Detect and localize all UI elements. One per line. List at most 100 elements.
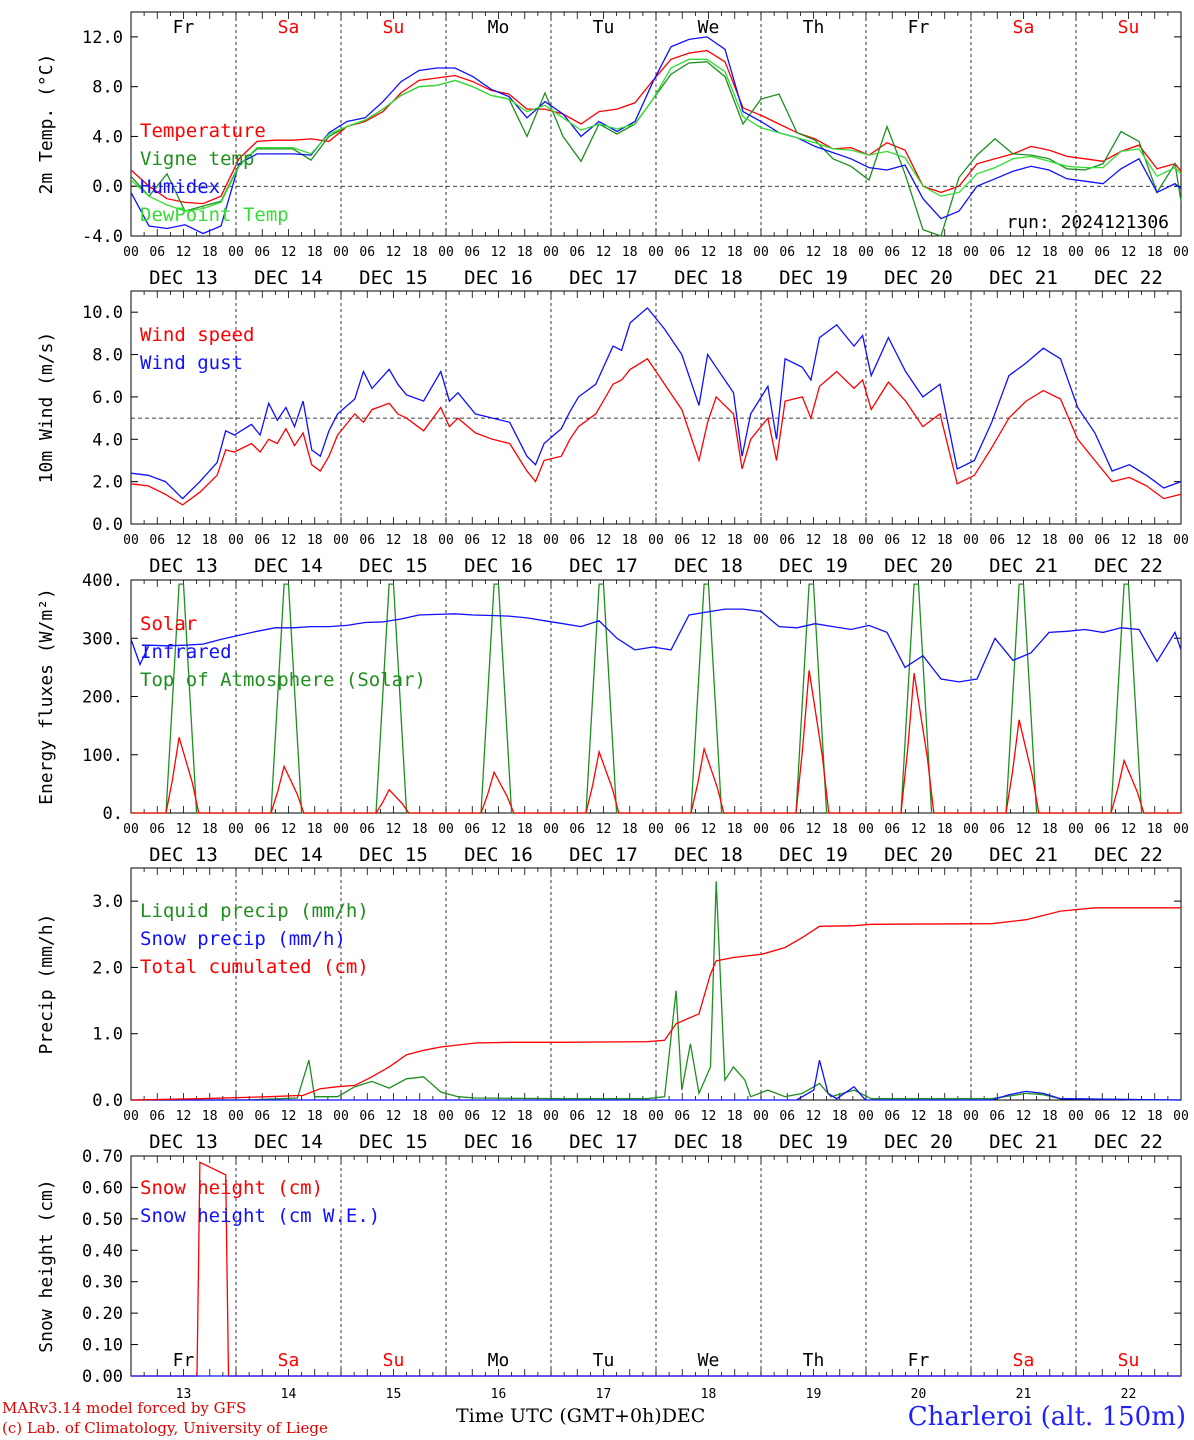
hour-label: 12 — [596, 822, 612, 837]
hour-label: 06 — [359, 822, 375, 837]
legend-entry: Liquid precip (mm/h) — [140, 900, 369, 922]
hour-label: 12 — [281, 1109, 297, 1124]
date-label: DEC 13 — [149, 844, 218, 866]
hour-label: 12 — [911, 533, 927, 548]
hour-label: 00 — [438, 533, 454, 548]
hour-label: 00 — [123, 533, 139, 548]
hour-label: 18 — [307, 822, 323, 837]
legend-entry: Temperature — [140, 120, 266, 142]
run-annotation: run: 2024121306 — [1006, 212, 1169, 233]
weekday-label: Th — [803, 17, 825, 38]
hour-label: 12 — [911, 822, 927, 837]
y-tick-label: 100. — [82, 746, 123, 766]
y-tick-label: 12.0 — [82, 28, 123, 48]
hour-label: 18 — [202, 822, 218, 837]
y-tick-label: 6.0 — [92, 388, 123, 408]
date-label: DEC 22 — [1094, 555, 1163, 577]
weekday-label: Mo — [488, 17, 510, 38]
y-tick-label: 0.40 — [82, 1241, 123, 1261]
weekday-label: Su — [1118, 1350, 1140, 1371]
hour-label: 12 — [701, 533, 717, 548]
date-label: DEC 19 — [779, 844, 848, 866]
hour-label: 00 — [1068, 822, 1084, 837]
y-tick-label: 0.0 — [92, 1091, 123, 1111]
hour-label: 06 — [1094, 245, 1110, 260]
date-label: DEC 19 — [779, 555, 848, 577]
date-label: DEC 17 — [569, 555, 638, 577]
date-label: DEC 14 — [254, 844, 323, 866]
date-label: DEC 18 — [674, 1131, 743, 1153]
hour-label: 06 — [464, 245, 480, 260]
weekday-label: Tu — [593, 1350, 615, 1371]
date-label: DEC 16 — [464, 555, 533, 577]
y-axis-label: Precip (mm/h) — [36, 914, 57, 1055]
y-tick-label: 300. — [82, 629, 123, 649]
hour-label: 06 — [884, 533, 900, 548]
y-tick-label: 0.70 — [82, 1147, 123, 1167]
hour-label: 12 — [386, 822, 402, 837]
weekday-label: Fr — [908, 17, 930, 38]
date-label: DEC 18 — [674, 844, 743, 866]
y-tick-label: 0.50 — [82, 1210, 123, 1230]
hour-label: 18 — [412, 533, 428, 548]
date-label: DEC 20 — [884, 1131, 953, 1153]
legend-entry: Total cumulated (cm) — [140, 956, 369, 978]
weekday-label: We — [698, 17, 720, 38]
hour-label: 00 — [963, 533, 979, 548]
weekday-label: Su — [1118, 17, 1140, 38]
legend-entry: Top of Atmosphere (Solar) — [140, 669, 426, 691]
hour-label: 06 — [989, 822, 1005, 837]
x-axis-title-text: Time UTC (GMT+0h) — [456, 1405, 662, 1427]
hour-label: 18 — [622, 1109, 638, 1124]
date-label: DEC 17 — [569, 844, 638, 866]
hour-label: 18 — [937, 533, 953, 548]
infrared-line — [130, 608, 1182, 683]
hour-label: 00 — [123, 245, 139, 260]
hour-label: 00 — [1068, 245, 1084, 260]
y-tick-label: 4.0 — [92, 127, 123, 147]
hour-label: 18 — [832, 822, 848, 837]
legend-entry: Infrared — [140, 641, 232, 663]
date-label: DEC 22 — [1094, 1131, 1163, 1153]
date-label: DEC 13 — [149, 555, 218, 577]
hour-label: 00 — [228, 245, 244, 260]
hour-label: 18 — [622, 822, 638, 837]
lab-credit: (c) Lab. of Climatology, University of L… — [2, 1419, 328, 1437]
date-label: DEC 15 — [359, 1131, 428, 1153]
hour-label: 12 — [491, 245, 507, 260]
hour-label: 18 — [622, 533, 638, 548]
hour-label: 12 — [806, 1109, 822, 1124]
hour-label: 18 — [832, 533, 848, 548]
legend-entry: Wind speed — [140, 324, 254, 346]
model-credit: MARv3.14 model forced by GFS — [2, 1399, 247, 1417]
hour-label: 00 — [858, 1109, 874, 1124]
hour-label: 18 — [1147, 1109, 1163, 1124]
weekday-label: Sa — [1013, 1350, 1035, 1371]
hour-label: 06 — [569, 822, 585, 837]
weekday-label: Sa — [1013, 17, 1035, 38]
hour-label: 00 — [1068, 533, 1084, 548]
day-number-label: 20 — [911, 1387, 927, 1402]
hour-label: 00 — [858, 822, 874, 837]
hour-label: 12 — [1016, 245, 1032, 260]
weekday-label: Fr — [173, 17, 195, 38]
y-tick-label: 0.00 — [82, 1367, 123, 1387]
hour-label: 00 — [648, 533, 664, 548]
y-tick-label: 400. — [82, 571, 123, 591]
hour-label: 18 — [202, 245, 218, 260]
y-tick-label: 0.60 — [82, 1178, 123, 1198]
hour-label: 00 — [333, 1109, 349, 1124]
date-label: DEC 19 — [779, 1131, 848, 1153]
hour-label: 18 — [517, 822, 533, 837]
hour-label: 18 — [727, 822, 743, 837]
hour-label: 00 — [333, 245, 349, 260]
hour-label: 18 — [1042, 822, 1058, 837]
series-line-1 — [131, 1060, 1182, 1101]
hour-label: 12 — [701, 822, 717, 837]
date-label: DEC 19 — [779, 267, 848, 289]
date-label: DEC 16 — [464, 267, 533, 289]
hour-label: 12 — [596, 245, 612, 260]
hour-label: 18 — [202, 533, 218, 548]
hour-label: 18 — [937, 245, 953, 260]
